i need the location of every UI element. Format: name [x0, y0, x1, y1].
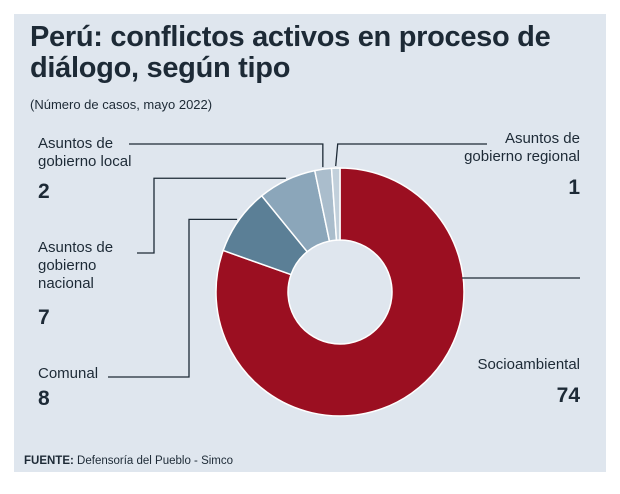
value-comunal: 8	[38, 387, 50, 410]
leader-line-asuntos-de-gobierno-regional	[335, 143, 487, 167]
chart-card: Perú: conflictos activos en proceso de d…	[14, 14, 606, 472]
value-asuntos-de-gobierno-local: 2	[38, 180, 50, 203]
donut-slices	[215, 167, 465, 417]
label-asuntos-de-gobierno-nacional: Asuntos de gobierno nacional	[38, 239, 113, 292]
label-comunal: Comunal	[38, 365, 98, 382]
slice-asuntos-de-gobierno-regional	[330, 167, 341, 241]
leader-line-comunal	[108, 218, 238, 378]
source-label: FUENTE:	[24, 455, 74, 467]
label-asuntos-de-gobierno-regional: Asuntos de gobierno regional	[464, 130, 580, 165]
donut-chart: Socioambiental 74 Comunal 8 Asuntos de gobier…	[38, 130, 580, 417]
slice-labels: Socioambiental 74 Comunal 8 Asuntos de gobier…	[38, 130, 580, 410]
value-asuntos-de-gobierno-regional: 1	[568, 176, 580, 199]
slice-socioambiental	[215, 167, 465, 417]
leader-line-asuntos-de-gobierno-local	[129, 143, 324, 168]
label-asuntos-de-gobierno-local: Asuntos de gobierno local	[38, 135, 131, 170]
chart-title: Perú: conflictos activos en proceso de d…	[30, 21, 551, 84]
leader-line-asuntos-de-gobierno-nacional	[137, 177, 286, 254]
chart-subtitle: (Número de casos, mayo 2022)	[30, 97, 213, 112]
leader-lines	[108, 143, 580, 378]
value-socioambiental: 74	[557, 384, 581, 407]
value-asuntos-de-gobierno-nacional: 7	[38, 306, 50, 329]
source-text: Defensoría del Pueblo - Simco	[77, 455, 234, 467]
source-note: FUENTE: Defensoría del Pueblo - Simco	[24, 455, 233, 467]
label-socioambiental: Socioambiental	[477, 356, 580, 373]
